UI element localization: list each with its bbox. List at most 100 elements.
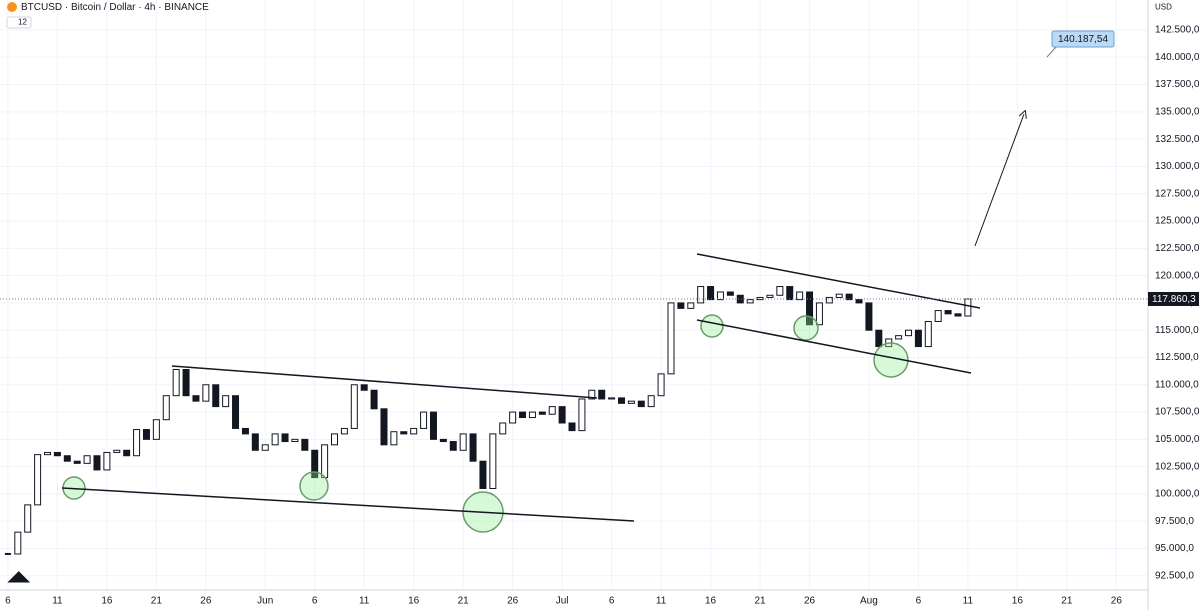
candle — [736, 294, 744, 304]
x-tick-label: 16 — [408, 596, 420, 607]
candle — [954, 313, 962, 317]
x-tick-label: 11 — [52, 596, 63, 607]
candle — [756, 296, 764, 301]
candle — [687, 302, 695, 309]
x-tick-label: 6 — [312, 596, 318, 607]
candle — [340, 427, 348, 435]
y-tick-label: 122.500,0 — [1155, 243, 1199, 254]
logo: ◢◣ — [7, 568, 31, 584]
candle — [746, 299, 754, 304]
y-tick-label: 92.500,0 — [1155, 570, 1194, 581]
candle — [786, 286, 794, 301]
candle — [588, 389, 596, 400]
candle — [44, 451, 52, 456]
circle — [793, 315, 819, 341]
y-tick-label: 132.500,0 — [1155, 134, 1199, 145]
x-tick-label: 26 — [1111, 596, 1123, 607]
y-tick-label: 125.000,0 — [1155, 216, 1199, 227]
candle — [657, 373, 665, 397]
candle — [370, 389, 378, 410]
trendline — [696, 319, 972, 374]
candle — [429, 411, 437, 440]
candle — [578, 398, 586, 432]
candle — [677, 302, 685, 309]
y-tick-label: 115.000,0 — [1155, 325, 1199, 336]
candle — [667, 302, 675, 375]
candle — [548, 406, 556, 415]
candle — [509, 411, 517, 424]
candle — [133, 429, 141, 457]
candle — [14, 531, 22, 555]
candle — [192, 395, 200, 402]
candle — [182, 369, 190, 397]
y-tick-label: 130.000,0 — [1155, 161, 1199, 172]
x-tick-label: Aug — [860, 596, 878, 607]
y-tick-label: 100.000,0 — [1155, 489, 1199, 500]
candle — [815, 302, 823, 326]
candle — [24, 504, 32, 533]
candle — [726, 291, 734, 296]
candle — [895, 335, 903, 340]
candle — [142, 429, 150, 440]
candle — [608, 397, 616, 400]
candle — [93, 455, 101, 471]
candle — [479, 460, 487, 489]
x-tick-label: 6 — [916, 596, 922, 607]
last-price-box — [1148, 291, 1199, 306]
candle — [83, 455, 91, 464]
trendline — [171, 365, 598, 399]
y-tick-label: 127.500,0 — [1155, 188, 1199, 199]
callout-line — [1046, 46, 1057, 58]
y-tick-label: 105.000,0 — [1155, 434, 1199, 445]
candle — [380, 408, 388, 446]
candle — [637, 400, 645, 408]
candle — [222, 395, 230, 408]
candle — [271, 433, 279, 446]
candle — [469, 433, 477, 462]
y-tick-label: 140.000,0 — [1155, 52, 1199, 63]
candle — [914, 329, 922, 348]
candle — [449, 441, 457, 451]
indicator-toggle[interactable] — [6, 16, 32, 29]
candle — [241, 427, 249, 435]
x-tick-label: Jul — [556, 596, 569, 607]
candle — [331, 433, 339, 446]
candle — [627, 400, 635, 404]
candle — [499, 422, 507, 435]
y-tick-label: 97.500,0 — [1155, 516, 1194, 527]
x-tick-label: 21 — [151, 596, 163, 607]
candle — [489, 433, 497, 489]
y-tick-label: 135.000,0 — [1155, 107, 1199, 118]
arrow — [974, 114, 1024, 247]
x-tick-label: 6 — [5, 596, 11, 607]
y-tick-label: 120.000,0 — [1155, 270, 1199, 281]
symbol-title: BTCUSD · Bitcoin / Dollar · 4h · BINANCE — [21, 2, 209, 13]
x-tick-label: 6 — [609, 596, 615, 607]
circle — [299, 471, 329, 501]
candle — [825, 296, 833, 304]
candle — [766, 294, 774, 298]
candle — [291, 438, 299, 443]
candle — [855, 299, 863, 304]
symbol-icon — [7, 2, 17, 12]
x-tick-label: 21 — [1061, 596, 1073, 607]
candle — [73, 460, 81, 464]
candle — [558, 406, 566, 424]
candle — [152, 419, 160, 440]
candle — [716, 291, 724, 301]
trendline — [696, 253, 981, 309]
candle — [63, 455, 71, 462]
candle — [360, 384, 368, 391]
y-tick-label: 102.500,0 — [1155, 461, 1199, 472]
x-tick-label: Jun — [257, 596, 273, 607]
candle — [311, 449, 319, 479]
candle — [618, 397, 626, 404]
x-tick-label: 26 — [200, 596, 212, 607]
candle — [202, 384, 210, 402]
candle — [776, 286, 784, 296]
x-tick-label: 21 — [754, 596, 766, 607]
candle — [34, 454, 42, 506]
candle — [835, 293, 843, 298]
x-tick-label: 26 — [507, 596, 519, 607]
currency: USD — [1155, 3, 1172, 12]
